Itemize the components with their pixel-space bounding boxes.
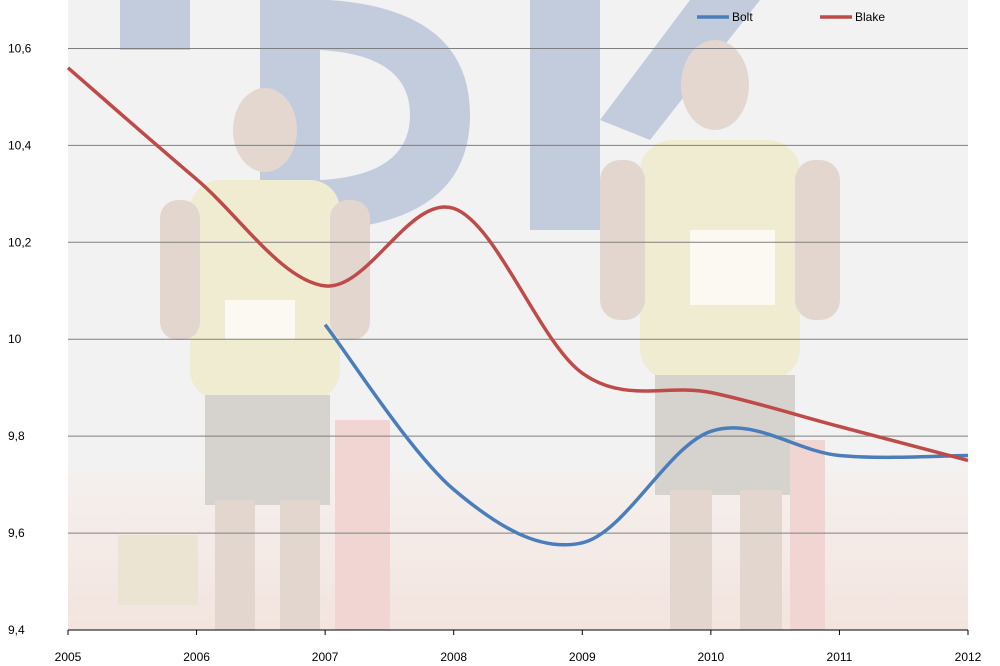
starting-blocks (118, 420, 825, 630)
series-lines (66, 66, 969, 547)
series-line-bolt (323, 323, 969, 547)
y-tick-label-1: 9,6 (8, 526, 25, 540)
x-tick-label-0: 2005 (55, 650, 82, 664)
x-axis (67, 629, 969, 635)
photo-track (68, 470, 968, 630)
x-tick-label-3: 2008 (440, 650, 467, 664)
legend-label-blake: Blake (855, 10, 885, 24)
y-tick-label-0: 9,4 (8, 623, 25, 637)
x-tick-label-5: 2010 (698, 650, 725, 664)
legend-label-bolt: Bolt (732, 10, 753, 24)
y-tick-label-6: 10,6 (8, 41, 32, 55)
x-axis-tick-labels: 2005 2006 2007 2008 2009 2010 2011 2012 (55, 650, 982, 664)
tdk-sign (120, 0, 760, 230)
background-photo (68, 0, 968, 630)
y-tick-label-5: 10,4 (8, 138, 32, 152)
sprinter-blake (160, 88, 370, 630)
y-tick-label-2: 9,8 (8, 429, 25, 443)
x-tick-label-2: 2007 (312, 650, 339, 664)
x-tick-label-7: 2012 (955, 650, 982, 664)
series-line-blake (66, 66, 969, 463)
y-axis-tick-labels: 9,4 9,6 9,8 10 10,2 10,4 10,6 (8, 41, 32, 637)
legend: Bolt Blake (697, 10, 885, 24)
x-tick-label-6: 2011 (827, 650, 853, 664)
sprinter-bolt (600, 40, 840, 630)
x-tick-label-1: 2006 (183, 650, 210, 664)
y-tick-label-3: 10 (8, 332, 22, 346)
y-tick-label-4: 10,2 (8, 235, 32, 249)
x-tick-label-4: 2009 (569, 650, 596, 664)
